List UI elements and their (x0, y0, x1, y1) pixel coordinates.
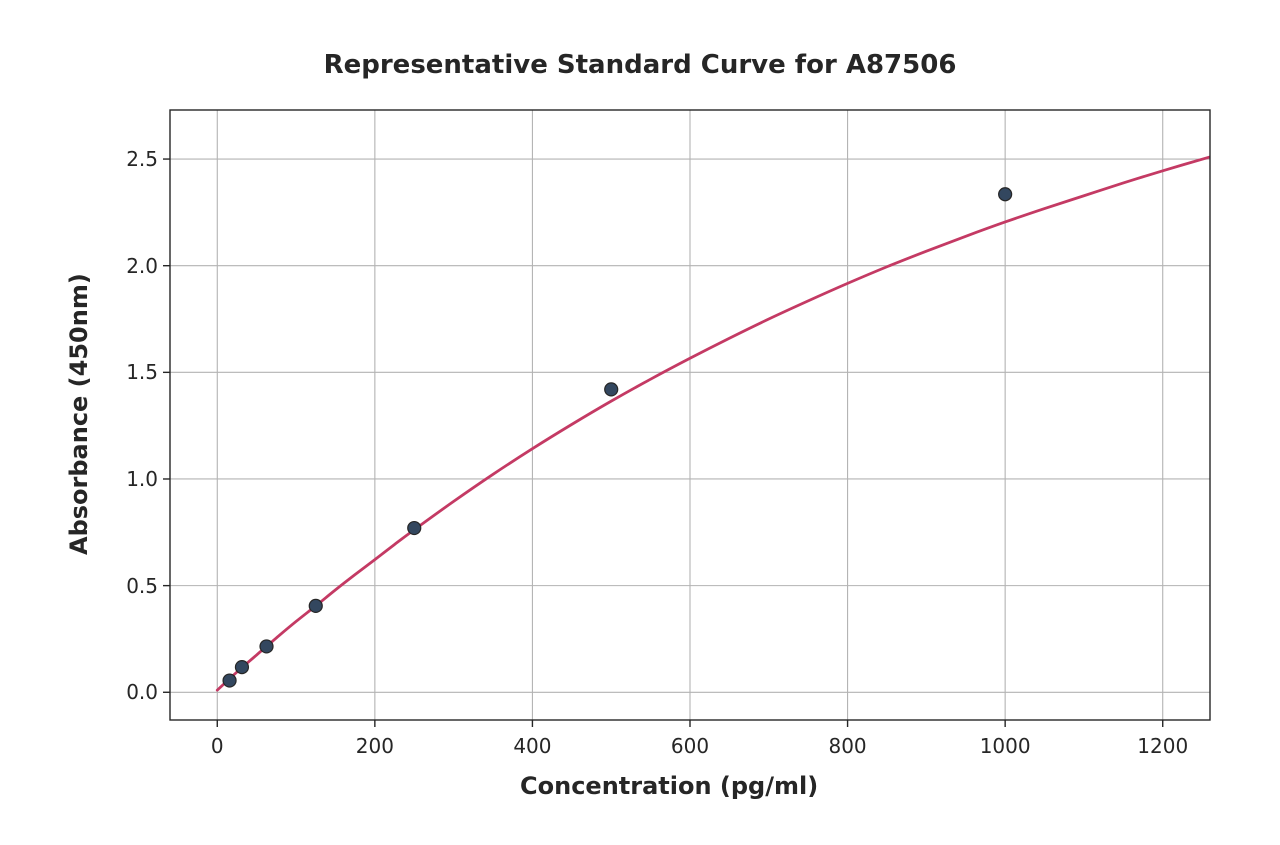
data-point (223, 674, 236, 687)
data-point (408, 522, 421, 535)
data-point (605, 383, 618, 396)
plot-svg (0, 0, 1280, 845)
ytick-label: 0.0 (120, 680, 158, 704)
x-axis-label: Concentration (pg/ml) (520, 772, 818, 800)
xtick-label: 1200 (1137, 734, 1188, 758)
xtick-label: 0 (211, 734, 224, 758)
xtick-label: 200 (356, 734, 394, 758)
xtick-label: 600 (671, 734, 709, 758)
data-point (260, 640, 273, 653)
xtick-label: 800 (828, 734, 866, 758)
data-point (235, 661, 248, 674)
xtick-label: 1000 (980, 734, 1031, 758)
data-point (999, 188, 1012, 201)
ytick-label: 2.5 (120, 147, 158, 171)
data-point (309, 599, 322, 612)
ytick-label: 2.0 (120, 254, 158, 278)
figure: Representative Standard Curve for A87506… (0, 0, 1280, 845)
xtick-label: 400 (513, 734, 551, 758)
ytick-label: 1.5 (120, 360, 158, 384)
ytick-label: 1.0 (120, 467, 158, 491)
y-axis-label: Absorbance (450nm) (65, 273, 93, 555)
ytick-label: 0.5 (120, 574, 158, 598)
